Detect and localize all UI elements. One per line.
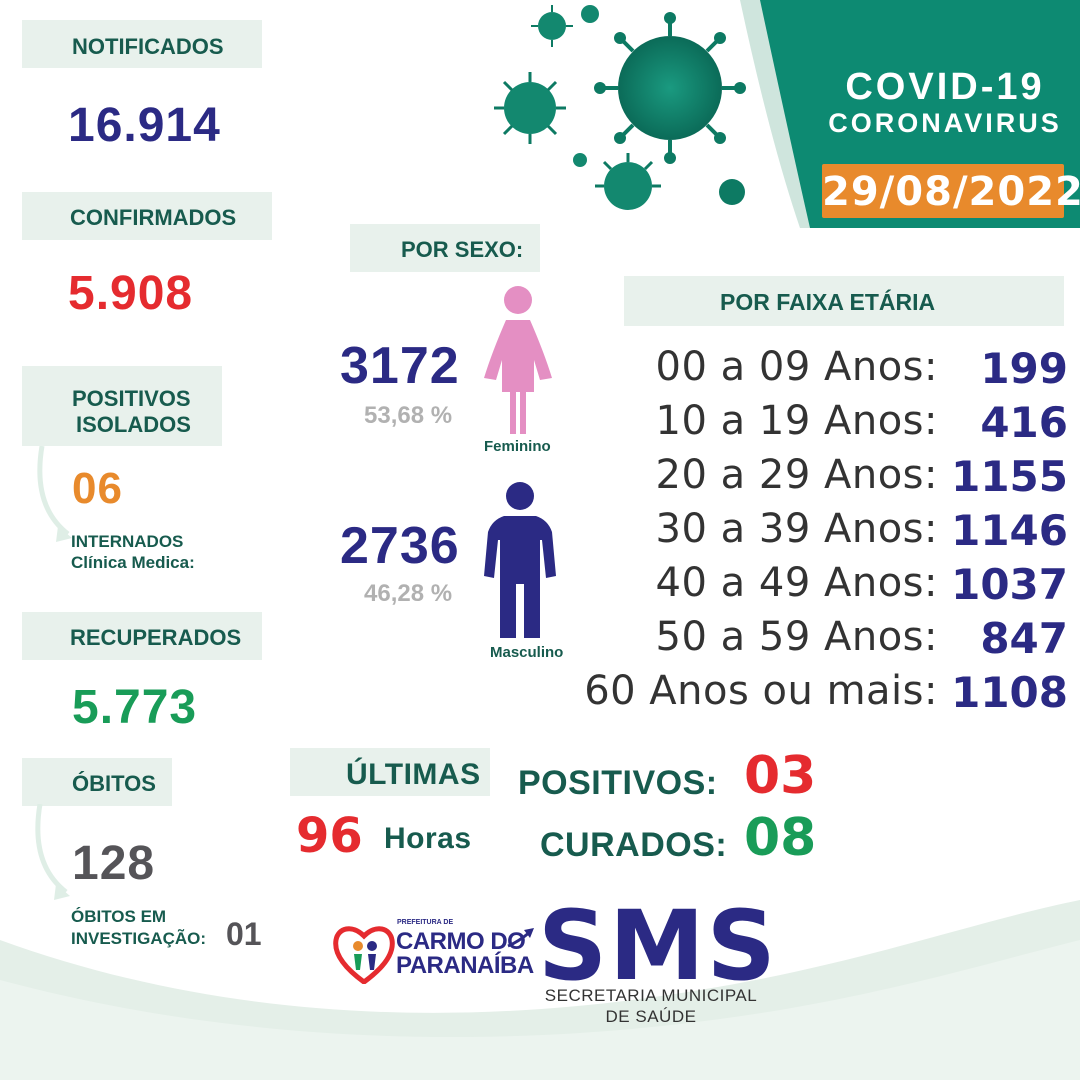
prefeitura-label: PREFEITURA DE xyxy=(397,919,454,926)
obitos-value: 128 xyxy=(72,837,156,890)
sms-subtitle-2: DE SAÚDE xyxy=(605,1007,697,1026)
feminino-percent: 53,68 % xyxy=(364,402,453,429)
age-range-label: 50 a 59 Anos: xyxy=(655,614,938,660)
age-row: 40 a 49 Anos: 1037 xyxy=(598,560,1068,614)
investigacao-value: 01 xyxy=(226,916,262,952)
age-range-value: 416 xyxy=(980,398,1068,447)
sms-subtitle-1: SECRETARIA MUNICIPAL xyxy=(544,986,758,1005)
por-faixa-tab xyxy=(624,276,1064,326)
female-figure-icon xyxy=(484,286,552,434)
masculino-value: 2736 xyxy=(340,517,460,575)
por-sexo-title: POR SEXO: xyxy=(401,237,524,262)
feminino-value: 3172 xyxy=(340,337,460,395)
positivos-label-1: POSITIVOS xyxy=(72,386,191,411)
positivos-tab xyxy=(22,366,222,446)
masculino-percent: 46,28 % xyxy=(364,580,453,607)
hours-value: 96 xyxy=(296,808,363,864)
date-badge xyxy=(822,164,1064,218)
recuperados-tab xyxy=(22,612,262,660)
age-range-label: 30 a 39 Anos: xyxy=(655,506,938,552)
age-range-value: 1146 xyxy=(951,506,1068,555)
ultimas-tab xyxy=(290,748,490,796)
city-name-2: PARANAÍBA xyxy=(396,952,534,979)
positivos-value: 06 xyxy=(72,464,123,513)
feminino-label: Feminino xyxy=(484,438,551,455)
bottom-wave-decoration xyxy=(0,900,1080,1080)
ultimas-positivos-label: POSITIVOS: xyxy=(518,764,718,802)
age-row: 20 a 29 Anos: 1155 xyxy=(598,452,1068,506)
age-range-value: 199 xyxy=(980,344,1068,393)
age-range-label: 60 Anos ou mais: xyxy=(584,668,938,714)
report-date: 29/08/2022 xyxy=(822,169,1080,215)
internados-label-2: Clínica Medica: xyxy=(71,553,195,572)
hours-label: Horas xyxy=(384,822,472,855)
obitos-label: ÓBITOS xyxy=(72,771,156,796)
age-range-label: 00 a 09 Anos: xyxy=(655,344,938,390)
age-range-label: 20 a 29 Anos: xyxy=(655,452,938,498)
por-sexo-tab xyxy=(350,224,540,272)
notificados-value: 16.914 xyxy=(68,99,221,152)
male-figure-icon xyxy=(484,482,556,638)
age-row: 60 Anos ou mais: 1108 xyxy=(584,668,1068,722)
heart-logo-icon xyxy=(333,926,395,984)
confirmados-label: CONFIRMADOS xyxy=(70,205,237,230)
masculino-label: Masculino xyxy=(490,644,564,661)
age-range-value: 1037 xyxy=(951,560,1068,609)
age-range-label: 10 a 19 Anos: xyxy=(655,398,938,444)
age-range-value: 1108 xyxy=(951,668,1068,717)
age-row: 30 a 39 Anos: 1146 xyxy=(598,506,1068,560)
arrow-curve-icon-2 xyxy=(35,804,70,900)
age-range-value: 1155 xyxy=(951,452,1068,501)
positivos-label-2: ISOLADOS xyxy=(76,412,191,437)
ultimas-label: ÚLTIMAS xyxy=(346,758,481,791)
internados-label-1: INTERNADOS xyxy=(71,532,184,551)
obitos-tab xyxy=(22,758,172,806)
virus-illustration xyxy=(494,5,746,210)
recuperados-value: 5.773 xyxy=(72,681,198,734)
age-row: 10 a 19 Anos: 416 xyxy=(598,398,1068,452)
arrow-logo-icon xyxy=(507,928,534,948)
sms-logo: SMS xyxy=(538,890,778,1002)
age-row: 00 a 09 Anos: 199 xyxy=(598,344,1068,398)
confirmados-value: 5.908 xyxy=(68,267,194,320)
recuperados-label: RECUPERADOS xyxy=(70,625,242,650)
investigacao-label-2: INVESTIGAÇÃO: xyxy=(71,929,207,948)
age-row: 50 a 59 Anos: 847 xyxy=(598,614,1068,668)
covid-title: COVID-19 xyxy=(845,66,1045,108)
city-name-1: CARMO DO xyxy=(396,928,526,955)
age-range-label: 40 a 49 Anos: xyxy=(655,560,938,606)
notificados-tab xyxy=(22,20,262,68)
age-range-value: 847 xyxy=(980,614,1068,663)
por-faixa-title: POR FAIXA ETÁRIA xyxy=(720,289,936,315)
notificados-label: NOTIFICADOS xyxy=(72,34,224,59)
ultimas-curados-value: 08 xyxy=(744,808,817,868)
coronavirus-subtitle: CORONAVIRUS xyxy=(828,108,1062,138)
ultimas-positivos-value: 03 xyxy=(744,746,817,806)
investigacao-label-1: ÓBITOS EM xyxy=(71,907,167,926)
arrow-curve-icon xyxy=(37,446,72,542)
confirmados-tab xyxy=(22,192,272,240)
ultimas-curados-label: CURADOS: xyxy=(540,826,728,864)
